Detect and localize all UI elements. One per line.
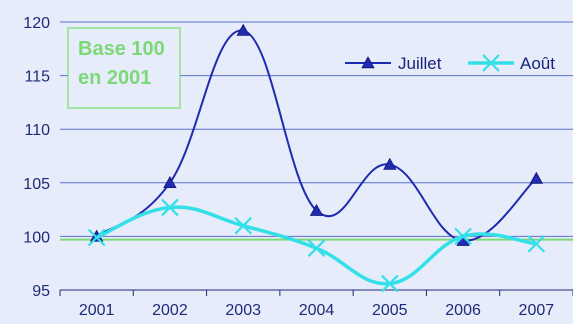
y-tick-label: 110: [24, 122, 50, 139]
annotation-box: [67, 27, 181, 109]
y-tick-label: 100: [23, 229, 50, 246]
y-axis: 95 100 105 110 115 120: [23, 15, 50, 300]
data-point: [527, 235, 546, 253]
data-point: [161, 198, 179, 217]
x-tick-label: 2006: [445, 302, 481, 319]
data-point: [236, 23, 250, 36]
x-tick-label: 2004: [299, 302, 335, 319]
x-tick-label: 2002: [152, 302, 188, 319]
data-point: [381, 274, 399, 293]
data-point: [234, 216, 252, 235]
x-axis: 2001 2002 2003 2004 2005 2006 2007: [59, 290, 573, 319]
legend-marker: [361, 56, 375, 69]
legend-item: Août: [468, 54, 555, 73]
x-tick-label: 2005: [372, 302, 408, 319]
data-point: [163, 175, 177, 189]
data-point: [454, 227, 472, 246]
series-group: [87, 23, 546, 293]
data-point: [87, 228, 106, 247]
y-tick-label: 105: [23, 176, 50, 193]
y-tick-label: 115: [24, 69, 50, 86]
annotation-line-2: en 2001: [78, 67, 151, 89]
data-point: [307, 239, 326, 257]
legend-label: Août: [520, 54, 555, 73]
y-tick-label: 95: [32, 283, 50, 300]
x-tick-label: 2003: [225, 302, 261, 319]
data-point: [383, 157, 397, 170]
x-tick-label: 2007: [519, 302, 555, 319]
annotation-line-1: Base 100: [78, 38, 165, 60]
legend-marker: [482, 54, 500, 72]
y-tick-label: 120: [23, 15, 50, 32]
legend-label: Juillet: [398, 54, 442, 73]
series-line-aout: [95, 205, 537, 286]
legend: Juillet Août: [345, 54, 555, 73]
data-point: [529, 171, 544, 184]
legend-item: Juillet: [345, 54, 442, 73]
x-tick-label: 2001: [79, 302, 115, 319]
base-annotation: Base 100 en 2001: [67, 27, 181, 109]
data-point: [309, 203, 324, 216]
